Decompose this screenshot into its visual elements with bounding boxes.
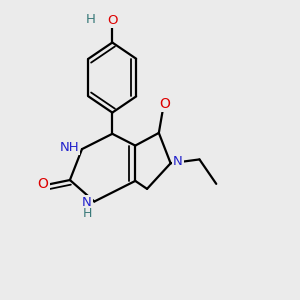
Text: N: N	[82, 196, 92, 209]
Text: O: O	[107, 14, 118, 27]
Text: H: H	[82, 207, 92, 220]
Text: H: H	[86, 14, 96, 26]
Text: N: N	[173, 155, 183, 168]
Text: NH: NH	[59, 141, 79, 154]
Text: O: O	[38, 177, 49, 191]
Text: O: O	[159, 98, 170, 111]
